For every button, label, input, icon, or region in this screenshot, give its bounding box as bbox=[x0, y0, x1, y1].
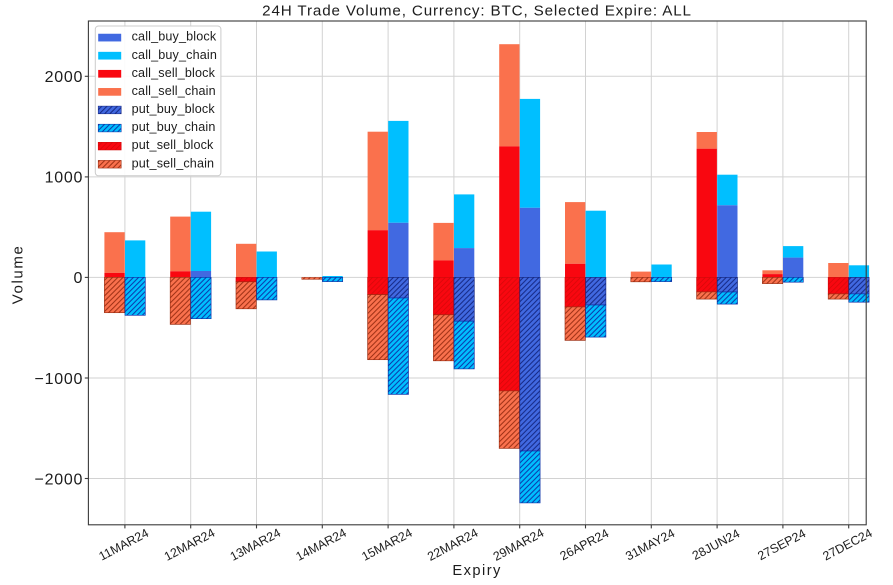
svg-text:Volume: Volume bbox=[10, 244, 27, 304]
svg-text:2000: 2000 bbox=[45, 69, 84, 86]
svg-text:0: 0 bbox=[74, 270, 84, 287]
svg-text:put_buy_chain: put_buy_chain bbox=[132, 120, 216, 134]
svg-text:24H Trade Volume, Currency: BT: 24H Trade Volume, Currency: BTC, Selecte… bbox=[262, 3, 692, 20]
svg-text:call_sell_block: call_sell_block bbox=[132, 66, 216, 80]
svg-text:put_sell_block: put_sell_block bbox=[132, 138, 214, 152]
svg-text:put_buy_block: put_buy_block bbox=[132, 102, 216, 116]
svg-text:Expiry: Expiry bbox=[452, 563, 502, 579]
svg-text:call_buy_chain: call_buy_chain bbox=[132, 48, 217, 62]
svg-text:−2000: −2000 bbox=[35, 471, 84, 488]
svg-text:put_sell_chain: put_sell_chain bbox=[132, 156, 215, 170]
svg-text:call_buy_block: call_buy_block bbox=[132, 30, 217, 44]
svg-text:−1000: −1000 bbox=[35, 371, 84, 388]
svg-text:call_sell_chain: call_sell_chain bbox=[132, 84, 216, 98]
svg-text:1000: 1000 bbox=[45, 170, 84, 187]
